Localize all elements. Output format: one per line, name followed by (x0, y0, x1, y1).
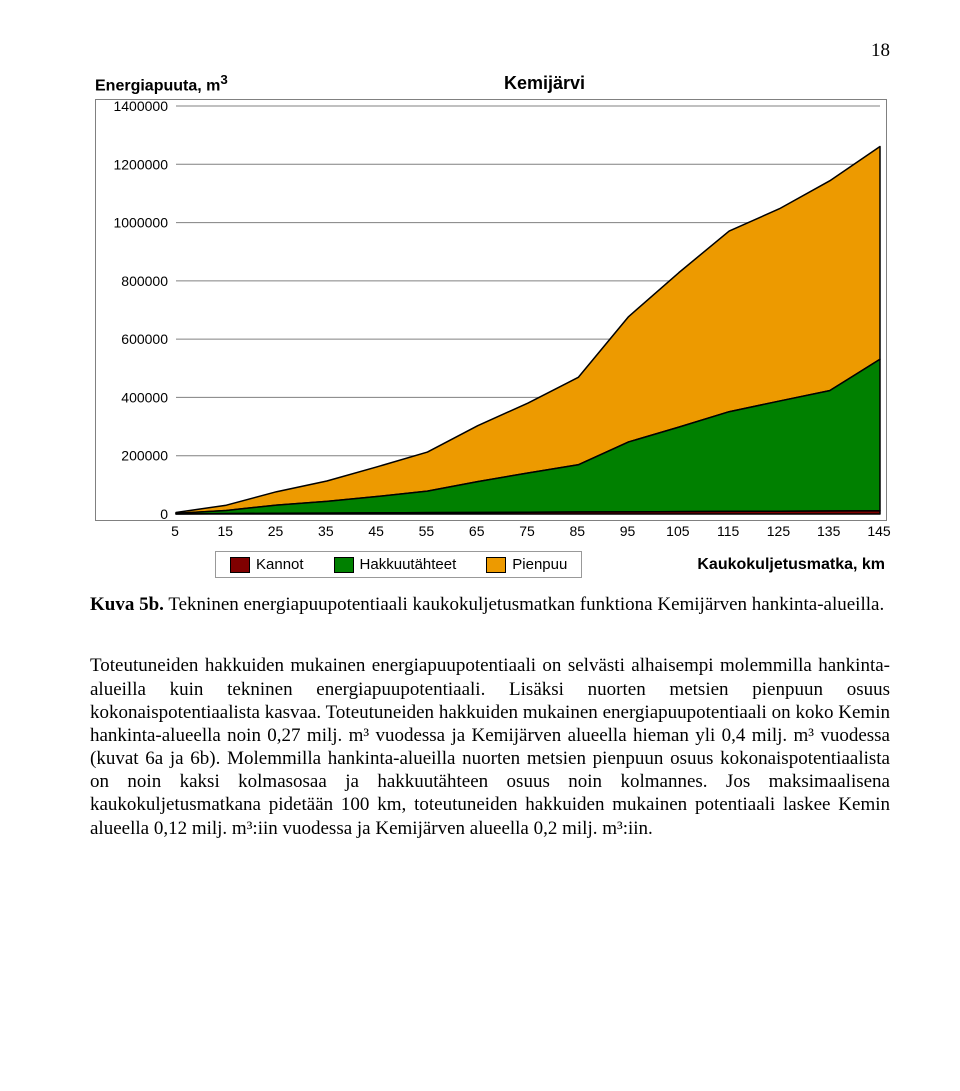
plot-area: 0 200000 400000 600000 800000 1000000 1200000 1… (95, 99, 887, 521)
legend-item-kannot: Kannot (230, 556, 304, 573)
chart-title: Kemijärvi (504, 73, 585, 94)
kemijarvi-chart: Energiapuuta, m3 Kemijärvi 0 200000 400000… (95, 72, 885, 578)
svg-text:0: 0 (160, 506, 168, 520)
svg-text:1400000: 1400000 (113, 100, 168, 114)
y-axis-label: Energiapuuta, m3 (95, 72, 228, 95)
legend: Kannot Hakkuutähteet Pienpuu (215, 551, 582, 578)
swatch-hakkuutahteet (334, 557, 354, 573)
body-paragraph: Toteutuneiden hakkuiden mukainen energia… (90, 654, 890, 839)
svg-text:1000000: 1000000 (113, 215, 168, 231)
x-axis-label: Kaukokuljetusmatka, km (697, 556, 885, 574)
x-ticks: 5152535455565758595105115125135145 (95, 521, 885, 543)
page-number: 18 (90, 40, 890, 62)
swatch-pienpuu (486, 557, 506, 573)
legend-item-pienpuu: Pienpuu (486, 556, 567, 573)
svg-text:800000: 800000 (121, 273, 168, 289)
swatch-kannot (230, 557, 250, 573)
svg-text:200000: 200000 (121, 448, 168, 464)
figure-caption: Kuva 5b. Tekninen energiapuupotentiaali … (90, 594, 890, 616)
svg-text:600000: 600000 (121, 331, 168, 347)
svg-text:400000: 400000 (121, 390, 168, 406)
legend-item-hakkuutahteet: Hakkuutähteet (334, 556, 457, 573)
svg-text:1200000: 1200000 (113, 157, 168, 173)
